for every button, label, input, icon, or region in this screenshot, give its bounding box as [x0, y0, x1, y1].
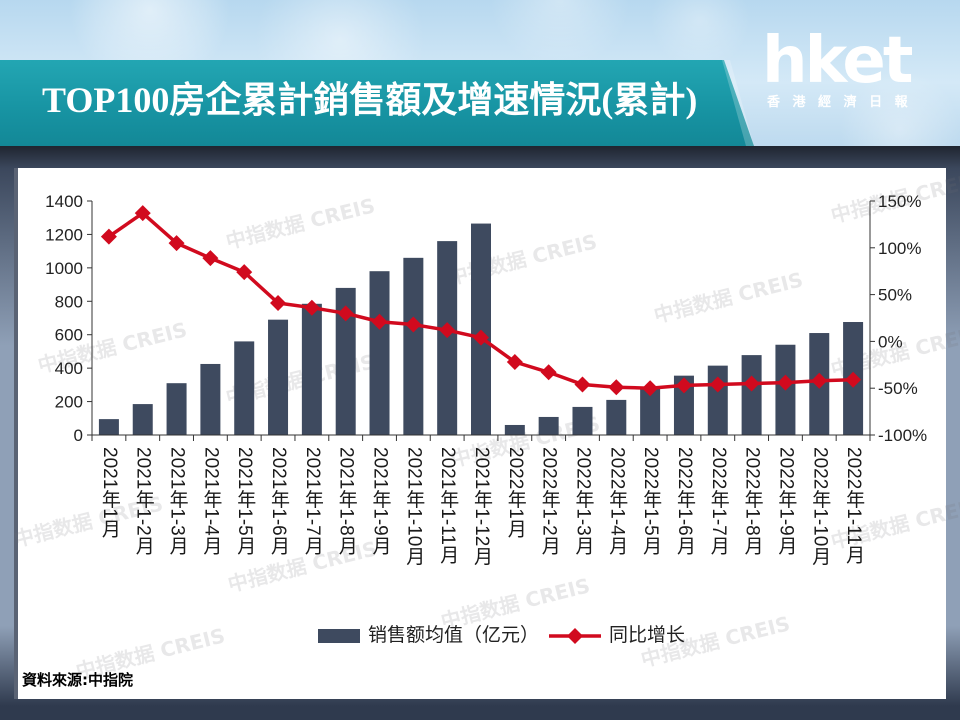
bar [369, 271, 390, 435]
bar [166, 383, 187, 435]
x-tick-label: 2022年1-8月 [741, 447, 763, 555]
x-tick-label: 2022年1月 [504, 447, 526, 538]
line-point [439, 322, 456, 339]
bar-series [98, 223, 864, 435]
x-tick-label: 2022年1-2月 [538, 447, 560, 555]
x-tick-label: 2021年1-7月 [301, 447, 323, 555]
line-point [337, 305, 354, 322]
bar [606, 399, 627, 435]
axes [87, 200, 875, 441]
line-point [371, 313, 388, 330]
legend-swatch-line [549, 628, 602, 644]
y-left-tick-label: 1200 [45, 225, 83, 244]
x-tick-label: 2022年1-3月 [572, 447, 594, 555]
y-left-tick-label: 1000 [45, 259, 83, 278]
line-point [675, 377, 692, 394]
line-point [202, 250, 219, 267]
page-title: TOP100房企累計銷售額及增速情況(累計) [42, 80, 698, 120]
bar [403, 257, 424, 435]
x-tick-label: 2021年1-11月 [437, 447, 459, 564]
line-point [473, 329, 489, 346]
bar [200, 363, 221, 435]
line-point [777, 374, 794, 391]
x-tick-label: 2021年1-10月 [403, 447, 425, 566]
line-point [845, 371, 862, 388]
y-left-tick-label: 800 [55, 292, 83, 311]
bar [335, 287, 356, 435]
line-point [506, 353, 523, 370]
y-right-tick-label: -50% [878, 379, 918, 398]
line-point [811, 372, 828, 389]
y-right-tick-label: 150% [878, 192, 921, 211]
y-right-tick-label: 50% [878, 286, 912, 305]
tick-labels: 0 200 400 600 800 1000 1200 1400 -100% -50% 0% 50% 1… [45, 192, 927, 445]
bar [132, 404, 153, 435]
line-point [303, 299, 320, 316]
x-tick-label: 2021年1-8月 [335, 447, 357, 555]
y-right-tick-label: 100% [878, 239, 921, 258]
y-right-tick-label: 0% [878, 332, 903, 351]
bar [741, 355, 762, 435]
bar [504, 424, 525, 435]
x-tick-label: 2022年1-11月 [843, 447, 865, 564]
line-point [134, 205, 151, 222]
line-point [236, 264, 253, 281]
x-tick-label: 2021年1-4月 [200, 447, 222, 555]
line-point [540, 364, 557, 381]
legend-swatch-bar [318, 629, 360, 643]
x-tick-label: 2021年1-5月 [234, 447, 256, 555]
x-tick-label: 2021年1-9月 [369, 447, 391, 555]
x-tick-label: 2022年1-10月 [809, 447, 831, 566]
hket-logo-subtitle: 香 港 經 濟 日 報 [767, 95, 912, 110]
y-left-tick-label: 200 [55, 393, 83, 412]
bar [538, 416, 559, 435]
x-tick-label: 2021年1-6月 [268, 447, 289, 555]
legend: 销售额均值（亿元） 同比增长 [318, 624, 685, 648]
legend-line-marker [567, 628, 584, 644]
source-note: 資料來源:中指院 [22, 671, 133, 689]
line-point [405, 316, 422, 333]
x-tick-label: 2022年1-5月 [640, 447, 662, 555]
y-left-tick-label: 0 [74, 426, 83, 445]
line-point [709, 376, 726, 393]
legend-label-sales: 销售额均值（亿元） [368, 625, 540, 646]
line-point [574, 376, 591, 393]
y-left-tick-label: 1400 [45, 192, 83, 211]
bar [98, 419, 119, 435]
line-point [642, 380, 659, 397]
title-banner [0, 60, 754, 146]
x-tick-label: 2021年1-2月 [132, 447, 154, 555]
y-left-tick-label: 400 [55, 359, 83, 378]
bar [268, 319, 289, 435]
line-point [168, 235, 185, 252]
x-tick-label: 2022年1-9月 [775, 447, 797, 555]
line-series [100, 205, 862, 397]
y-right-tick-label: -100% [878, 426, 927, 445]
line-point [608, 379, 625, 396]
bar [640, 388, 661, 435]
x-tick-label: 2022年1-4月 [606, 447, 628, 555]
bar [673, 375, 694, 435]
line-point [743, 375, 760, 392]
bar [471, 223, 491, 435]
line-point [100, 228, 117, 245]
line-point [270, 295, 287, 312]
legend-label-yoy: 同比增长 [609, 625, 686, 646]
y-left-tick-label: 600 [55, 326, 83, 345]
bar [301, 303, 322, 435]
bar [572, 406, 593, 435]
x-tick-label: 2021年1-3月 [166, 447, 188, 555]
x-tick-label: 2022年1-7月 [707, 447, 729, 555]
x-tick-label: 2021年1-12月 [471, 447, 492, 566]
hket-logo: hket [762, 24, 913, 98]
x-tick-label: 2021年1月 [98, 447, 120, 538]
x-tick-label: 2022年1-6月 [674, 447, 695, 555]
bar [234, 341, 255, 435]
